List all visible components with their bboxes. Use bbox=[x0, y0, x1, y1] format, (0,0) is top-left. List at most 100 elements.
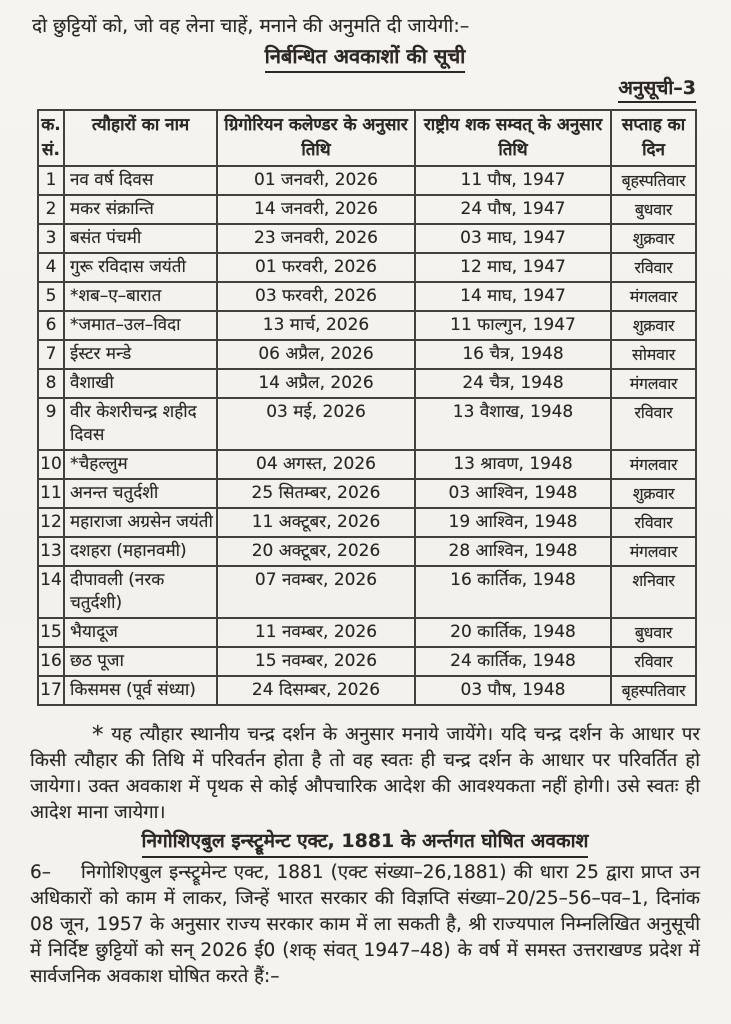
cell-shaka-date: 11 पौष, 1947 bbox=[414, 165, 612, 196]
cell-gregorian-date: 01 फरवरी, 2026 bbox=[216, 252, 416, 283]
cell-weekday: मंगलवार bbox=[610, 368, 697, 399]
cell-weekday: बृहस्पतिवार bbox=[610, 165, 697, 196]
cell-gregorian-date: 20 अक्टूबर, 2026 bbox=[216, 536, 416, 567]
cell-gregorian-date: 01 जनवरी, 2026 bbox=[216, 165, 416, 196]
cell-festival-name: *जमात–उल–विदा bbox=[63, 310, 218, 341]
cell-gregorian-date: 24 दिसम्बर, 2026 bbox=[216, 675, 416, 706]
act-section-heading-row: निगोशिएबुल इन्स्ट्रूमेन्ट एक्ट, 1881 के … bbox=[30, 828, 700, 858]
col-header-weekday: सप्ताह का दिन bbox=[610, 109, 697, 167]
cell-serial: 16 bbox=[37, 646, 65, 677]
cell-shaka-date: 12 माघ, 1947 bbox=[414, 252, 612, 283]
table-row: 1 नव वर्ष दिवस 01 जनवरी, 2026 11 पौष, 19… bbox=[37, 165, 697, 196]
cell-serial: 8 bbox=[37, 368, 65, 399]
cell-serial: 10 bbox=[37, 449, 65, 480]
cell-gregorian-date: 04 अगस्त, 2026 bbox=[216, 449, 416, 480]
cell-gregorian-date: 15 नवम्बर, 2026 bbox=[216, 646, 416, 677]
cell-serial: 13 bbox=[37, 536, 65, 567]
col-header-shaka-date: राष्ट्रीय शक सम्वत् के अनुसार तिथि bbox=[414, 109, 612, 167]
cell-shaka-date: 13 वैशाख, 1948 bbox=[414, 397, 612, 451]
table-row: 3 बसंत पंचमी 23 जनवरी, 2026 03 माघ, 1947… bbox=[37, 223, 697, 254]
table-header-row: क. सं. त्यौहारों का नाम ग्रिगोरियन कलेण्ड… bbox=[37, 109, 697, 167]
cell-shaka-date: 11 फाल्गुन, 1947 bbox=[414, 310, 612, 341]
cell-serial: 9 bbox=[37, 397, 65, 451]
cell-shaka-date: 03 पौष, 1948 bbox=[414, 675, 612, 706]
cell-gregorian-date: 03 मई, 2026 bbox=[216, 397, 416, 451]
cell-serial: 3 bbox=[37, 223, 65, 254]
table-row: 10 *चैहल्लुम 04 अगस्त, 2026 13 श्रावण, 1… bbox=[37, 449, 697, 480]
cell-gregorian-date: 13 मार्च, 2026 bbox=[216, 310, 416, 341]
table-row: 7 ईस्टर मन्डे 06 अप्रैल, 2026 16 चैत्र, … bbox=[37, 339, 697, 370]
table-row: 14 दीपावली (नरक चतुर्दशी) 07 नवम्बर, 202… bbox=[37, 565, 697, 619]
cell-gregorian-date: 06 अप्रैल, 2026 bbox=[216, 339, 416, 370]
cell-shaka-date: 24 कार्तिक, 1948 bbox=[414, 646, 612, 677]
cell-gregorian-date: 03 फरवरी, 2026 bbox=[216, 281, 416, 312]
cell-serial: 11 bbox=[37, 478, 65, 509]
restricted-holidays-table: क. सं. त्यौहारों का नाम ग्रिगोरियन कलेण्ड… bbox=[37, 109, 697, 706]
table-row: 8 वैशाखी 14 अप्रैल, 2026 24 चैत्र, 1948 … bbox=[37, 368, 697, 399]
serial-header-line2: सं. bbox=[42, 140, 60, 160]
cell-festival-name: भैयादूज bbox=[63, 617, 218, 648]
cell-shaka-date: 16 कार्तिक, 1948 bbox=[414, 565, 612, 619]
table-row: 9 वीर केशरीचन्द्र शहीद दिवस 03 मई, 2026 … bbox=[37, 397, 697, 451]
cell-festival-name: दीपावली (नरक चतुर्दशी) bbox=[63, 565, 218, 619]
serial-header-line1: क. bbox=[41, 115, 61, 135]
cell-weekday: रविवार bbox=[610, 507, 697, 538]
paragraph-6: 6– निगोशिएबुल इन्स्ट्रूमेन्ट एक्ट, 1881 (… bbox=[30, 860, 700, 990]
cell-weekday: शुक्रवार bbox=[610, 310, 697, 341]
table-row: 5 *शब–ए–बारात 03 फरवरी, 2026 14 माघ, 194… bbox=[37, 281, 697, 312]
cell-weekday: मंगलवार bbox=[610, 281, 697, 312]
cell-festival-name: गुरू रविदास जयंती bbox=[63, 252, 218, 283]
table-row: 2 मकर संक्रान्ति 14 जनवरी, 2026 24 पौष, … bbox=[37, 194, 697, 225]
list-title: निर्बन्धित अवकाशों की सूची bbox=[264, 42, 466, 73]
cell-serial: 5 bbox=[37, 281, 65, 312]
table-row: 4 गुरू रविदास जयंती 01 फरवरी, 2026 12 मा… bbox=[37, 252, 697, 283]
cell-weekday: सोमवार bbox=[610, 339, 697, 370]
lunar-sighting-footnote: * यह त्यौहार स्थानीय चन्द्र दर्शन के अनु… bbox=[30, 722, 700, 826]
schedule-label: अनुसूची–3 bbox=[618, 75, 696, 103]
cell-weekday: बृहस्पतिवार bbox=[610, 675, 697, 706]
cell-shaka-date: 03 आश्विन, 1948 bbox=[414, 478, 612, 509]
cell-shaka-date: 24 चैत्र, 1948 bbox=[414, 368, 612, 399]
cell-shaka-date: 28 आश्विन, 1948 bbox=[414, 536, 612, 567]
cell-serial: 17 bbox=[37, 675, 65, 706]
cell-shaka-date: 14 माघ, 1947 bbox=[414, 281, 612, 312]
cell-shaka-date: 19 आश्विन, 1948 bbox=[414, 507, 612, 538]
cell-festival-name: नव वर्ष दिवस bbox=[63, 165, 218, 196]
cell-weekday: मंगलवार bbox=[610, 536, 697, 567]
cell-shaka-date: 13 श्रावण, 1948 bbox=[414, 449, 612, 480]
cell-serial: 14 bbox=[37, 565, 65, 619]
cell-weekday: शुक्रवार bbox=[610, 478, 697, 509]
cell-festival-name: छठ पूजा bbox=[63, 646, 218, 677]
intro-line: दो छुट्टियों को, जो वह लेना चाहें, मनाने… bbox=[32, 15, 470, 37]
cell-weekday: बुधवार bbox=[610, 617, 697, 648]
cell-festival-name: वीर केशरीचन्द्र शहीद दिवस bbox=[63, 397, 218, 451]
paragraph-6-text: निगोशिएबुल इन्स्ट्रूमेन्ट एक्ट, 1881 (एक… bbox=[30, 862, 700, 987]
cell-weekday: शनिवार bbox=[610, 565, 697, 619]
footnote-text: यह त्यौहार स्थानीय चन्द्र दर्शन के अनुसा… bbox=[30, 724, 700, 823]
col-header-festival-name: त्यौहारों का नाम bbox=[63, 109, 218, 167]
act-section-heading: निगोशिएबुल इन्स्ट्रूमेन्ट एक्ट, 1881 के … bbox=[141, 828, 589, 858]
cell-shaka-date: 20 कार्तिक, 1948 bbox=[414, 617, 612, 648]
cell-serial: 4 bbox=[37, 252, 65, 283]
cell-festival-name: दशहरा (महानवमी) bbox=[63, 536, 218, 567]
table-row: 17 किसमस (पूर्व संध्या) 24 दिसम्बर, 2026… bbox=[37, 675, 697, 706]
cell-festival-name: किसमस (पूर्व संध्या) bbox=[63, 675, 218, 706]
cell-festival-name: वैशाखी bbox=[63, 368, 218, 399]
cell-weekday: मंगलवार bbox=[610, 449, 697, 480]
table-row: 16 छठ पूजा 15 नवम्बर, 2026 24 कार्तिक, 1… bbox=[37, 646, 697, 677]
cell-serial: 6 bbox=[37, 310, 65, 341]
list-title-row: निर्बन्धित अवकाशों की सूची bbox=[30, 42, 700, 73]
cell-serial: 2 bbox=[37, 194, 65, 225]
cell-shaka-date: 16 चैत्र, 1948 bbox=[414, 339, 612, 370]
cell-weekday: शुक्रवार bbox=[610, 223, 697, 254]
cell-weekday: रविवार bbox=[610, 397, 697, 451]
schedule-label-row: अनुसूची–3 bbox=[30, 75, 696, 103]
cell-festival-name: *चैहल्लुम bbox=[63, 449, 218, 480]
cell-festival-name: महाराजा अग्रसेन जयंती bbox=[63, 507, 218, 538]
table-row: 15 भैयादूज 11 नवम्बर, 2026 20 कार्तिक, 1… bbox=[37, 617, 697, 648]
table-row: 12 महाराजा अग्रसेन जयंती 11 अक्टूबर, 202… bbox=[37, 507, 697, 538]
cell-festival-name: बसंत पंचमी bbox=[63, 223, 218, 254]
cell-serial: 7 bbox=[37, 339, 65, 370]
cell-weekday: रविवार bbox=[610, 646, 697, 677]
